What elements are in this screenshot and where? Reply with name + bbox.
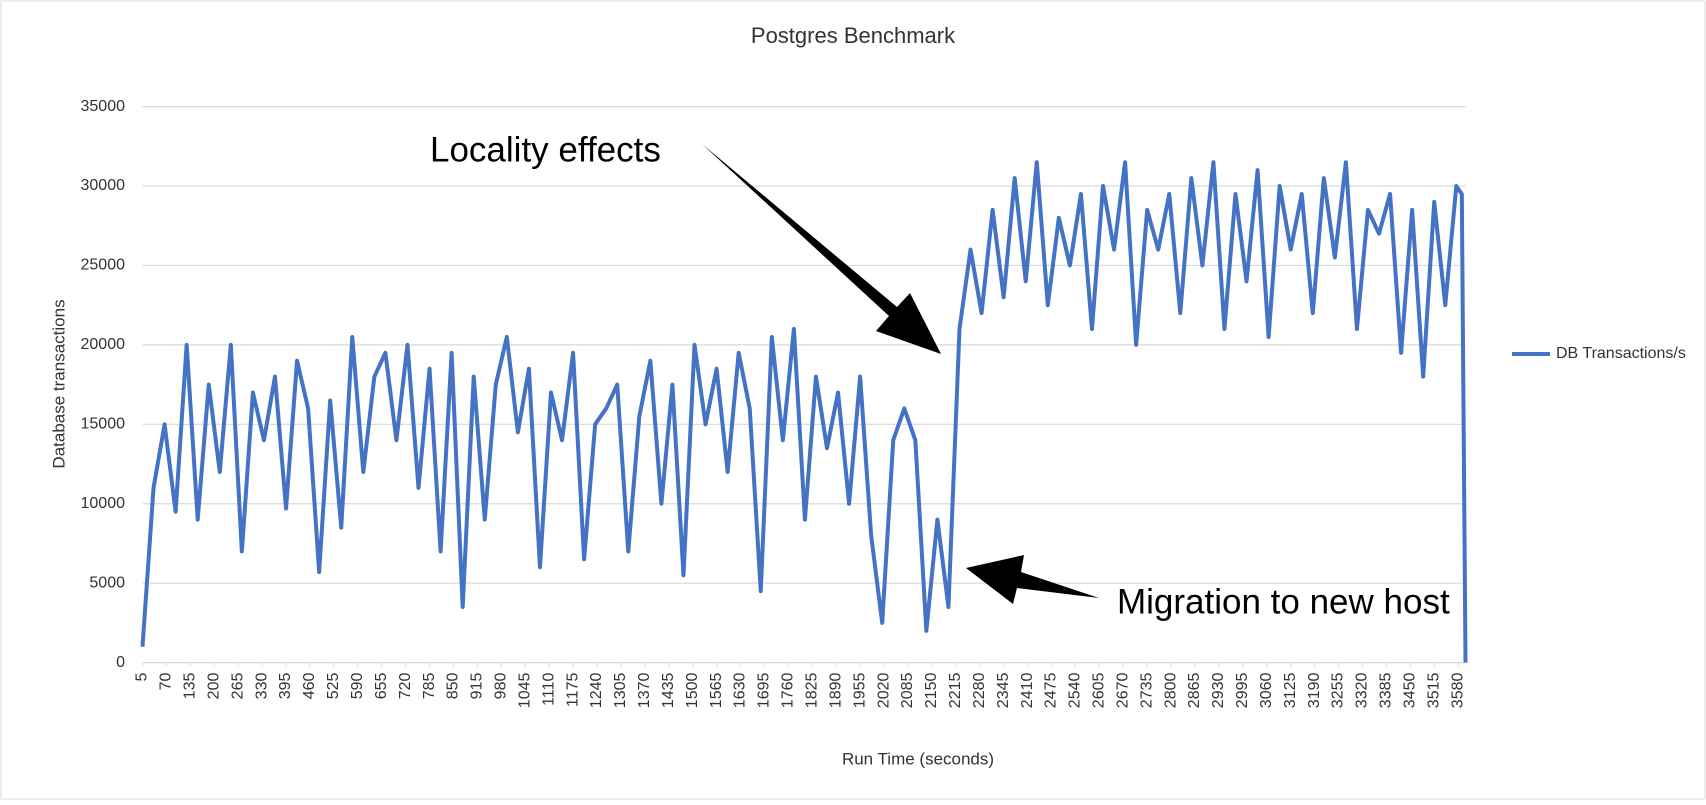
y-tick-label: 35000 <box>81 98 126 115</box>
x-tick-label: 3450 <box>1402 672 1419 708</box>
x-tick-label: 590 <box>349 673 366 700</box>
x-tick-label: 2670 <box>1114 672 1131 708</box>
chart-title: Postgres Benchmark <box>751 23 956 48</box>
x-tick-label: 330 <box>253 673 270 700</box>
x-tick-label: 3385 <box>1378 672 1395 708</box>
x-tick-label: 2085 <box>899 672 916 708</box>
x-tick-label: 1565 <box>708 672 725 708</box>
x-tick-label: 3580 <box>1449 672 1466 708</box>
y-tick-label: 10000 <box>81 495 126 512</box>
x-tick-label: 3255 <box>1330 672 1347 708</box>
annotation: Locality effects <box>430 130 661 169</box>
y-axis-label: Database transactions <box>49 299 68 468</box>
x-tick-label: 720 <box>397 673 414 700</box>
x-tick-label: 2995 <box>1234 672 1251 708</box>
x-tick-label: 3190 <box>1306 672 1323 708</box>
legend-label: DB Transactions/s <box>1556 345 1686 362</box>
x-tick-label: 395 <box>277 673 294 700</box>
x-tick-label: 2215 <box>947 672 964 708</box>
legend: DB Transactions/s <box>1556 345 1686 362</box>
x-tick-label: 3060 <box>1258 672 1275 708</box>
x-tick-label: 2345 <box>995 672 1012 708</box>
x-tick-label: 2800 <box>1162 672 1179 708</box>
x-tick-label: 2540 <box>1067 672 1084 708</box>
x-tick-label: 1305 <box>612 672 629 708</box>
x-tick-label: 1500 <box>684 672 701 708</box>
x-tick-label: 5 <box>134 673 151 682</box>
x-tick-label: 850 <box>445 673 462 700</box>
x-tick-label: 1955 <box>851 672 868 708</box>
x-tick-label: 1825 <box>803 672 820 708</box>
x-tick-label: 70 <box>158 672 175 690</box>
x-tick-label: 135 <box>182 673 199 700</box>
x-tick-label: 1435 <box>660 672 677 708</box>
x-tick-label: 1370 <box>636 672 653 708</box>
x-tick-label: 1760 <box>780 672 797 708</box>
x-tick-label: 1240 <box>588 672 605 708</box>
x-tick-label: 265 <box>229 673 246 700</box>
x-tick-label: 1695 <box>756 672 773 708</box>
x-tick-label: 1890 <box>827 672 844 708</box>
x-tick-label: 2475 <box>1043 672 1060 708</box>
arrow <box>702 144 941 354</box>
x-tick-label: 200 <box>205 673 222 700</box>
x-tick-label: 2605 <box>1091 672 1108 708</box>
x-tick-label: 2020 <box>875 672 892 708</box>
x-tick-label: 2150 <box>923 672 940 708</box>
annotation: Migration to new host <box>1117 582 1450 621</box>
x-tick-label: 1045 <box>516 672 533 708</box>
y-tick-label: 5000 <box>89 574 125 591</box>
x-tick-label: 2930 <box>1210 672 1227 708</box>
arrow <box>966 555 1099 604</box>
x-tick-label: 3320 <box>1354 672 1371 708</box>
plot: 0 5000 10000 15000 20000 25000 30000 35000 5 70 13… <box>81 98 1468 708</box>
y-tick-label: 30000 <box>81 177 126 194</box>
x-tick-label: 1110 <box>540 672 557 705</box>
y-tick-label: 20000 <box>81 336 126 353</box>
y-tick-label: 25000 <box>81 257 126 274</box>
y-tick-label: 15000 <box>81 416 126 433</box>
x-tick-label: 2865 <box>1186 672 1203 708</box>
x-tick-label: 785 <box>421 673 438 700</box>
x-tick-label: 2735 <box>1138 672 1155 708</box>
x-tick-label: 1630 <box>732 672 749 708</box>
x-tick-label: 3125 <box>1282 672 1299 708</box>
x-tick-label: 460 <box>301 673 318 700</box>
x-tick-label: 3515 <box>1425 672 1442 708</box>
x-tick-label: 2410 <box>1019 672 1036 708</box>
x-tick-label: 525 <box>325 673 342 700</box>
x-tick-label: 1175 <box>564 672 581 707</box>
x-axis-label: Run Time (seconds) <box>842 749 994 768</box>
x-tick-label: 655 <box>373 673 390 700</box>
x-tick-label: 915 <box>469 673 486 700</box>
x-tick-label: 2280 <box>971 672 988 708</box>
x-tick-label: 980 <box>493 673 510 700</box>
y-tick-label: 0 <box>116 654 125 671</box>
line <box>140 160 1468 663</box>
